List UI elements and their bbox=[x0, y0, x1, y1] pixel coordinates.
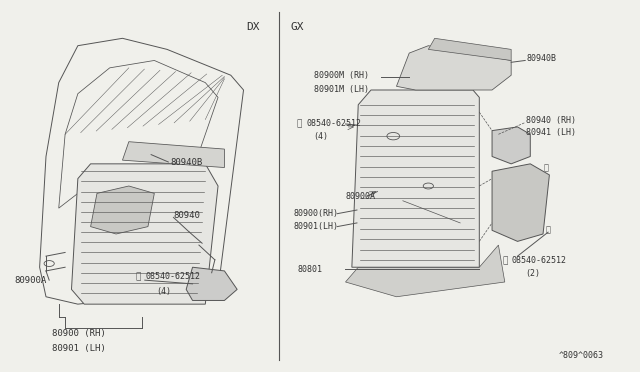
Text: Ⓢ: Ⓢ bbox=[502, 256, 508, 265]
Polygon shape bbox=[492, 164, 549, 241]
Polygon shape bbox=[91, 186, 154, 234]
Polygon shape bbox=[186, 267, 237, 301]
Text: 08540-62512: 08540-62512 bbox=[307, 119, 362, 128]
Text: GX: GX bbox=[291, 22, 305, 32]
Text: Ⓢ: Ⓢ bbox=[297, 119, 302, 128]
Text: 80940B: 80940B bbox=[527, 54, 556, 63]
Text: 80941 (LH): 80941 (LH) bbox=[527, 128, 577, 137]
Polygon shape bbox=[72, 164, 218, 304]
Text: 80900 (RH): 80900 (RH) bbox=[52, 329, 106, 338]
Polygon shape bbox=[396, 46, 511, 90]
Text: 80801: 80801 bbox=[297, 264, 322, 273]
Text: 80901 (LH): 80901 (LH) bbox=[52, 344, 106, 353]
Text: 08540-62512: 08540-62512 bbox=[511, 256, 566, 265]
Text: 80900(RH): 80900(RH) bbox=[293, 209, 338, 218]
Text: 80901(LH): 80901(LH) bbox=[293, 222, 338, 231]
Text: (4): (4) bbox=[314, 132, 328, 141]
Text: 80940B: 80940B bbox=[170, 157, 202, 167]
Text: 80940 (RH): 80940 (RH) bbox=[527, 116, 577, 125]
Polygon shape bbox=[428, 38, 511, 61]
Polygon shape bbox=[122, 142, 225, 167]
Text: DX: DX bbox=[246, 22, 260, 32]
Text: 80901M (LH): 80901M (LH) bbox=[314, 85, 369, 94]
Text: Ⓢ: Ⓢ bbox=[136, 272, 141, 281]
Text: 08540-62512: 08540-62512 bbox=[145, 272, 200, 281]
Text: (4): (4) bbox=[156, 287, 172, 296]
Text: 80940: 80940 bbox=[173, 211, 200, 220]
Text: Ⓢ: Ⓢ bbox=[544, 163, 548, 172]
Text: 80900A: 80900A bbox=[14, 276, 46, 285]
Polygon shape bbox=[40, 38, 244, 304]
Polygon shape bbox=[492, 127, 531, 164]
Text: (2): (2) bbox=[525, 269, 540, 278]
Text: Ⓢ: Ⓢ bbox=[546, 226, 550, 235]
Text: 80900M (RH): 80900M (RH) bbox=[314, 71, 369, 80]
Text: 80900A: 80900A bbox=[346, 192, 376, 201]
Text: ^809^0063: ^809^0063 bbox=[559, 351, 604, 360]
Polygon shape bbox=[352, 90, 479, 267]
Polygon shape bbox=[346, 245, 505, 297]
Polygon shape bbox=[59, 61, 218, 208]
